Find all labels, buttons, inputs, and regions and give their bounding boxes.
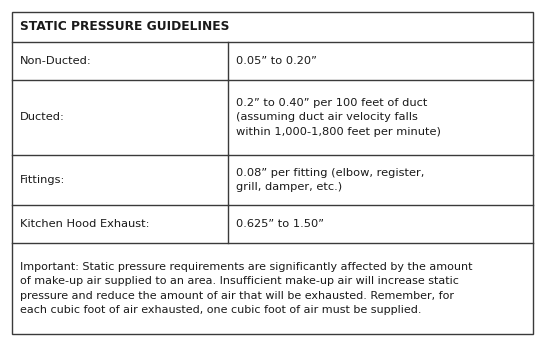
Text: 0.2” to 0.40” per 100 feet of duct: 0.2” to 0.40” per 100 feet of duct [236, 98, 428, 108]
Text: grill, damper, etc.): grill, damper, etc.) [236, 182, 342, 192]
Text: within 1,000-1,800 feet per minute): within 1,000-1,800 feet per minute) [236, 127, 441, 137]
Text: Ducted:: Ducted: [20, 112, 65, 122]
Text: STATIC PRESSURE GUIDELINES: STATIC PRESSURE GUIDELINES [20, 20, 229, 34]
Text: Important: Static pressure requirements are significantly affected by the amount: Important: Static pressure requirements … [20, 262, 473, 272]
Text: of make-up air supplied to an area. Insufficient make-up air will increase stati: of make-up air supplied to an area. Insu… [20, 276, 459, 286]
Text: Kitchen Hood Exhaust:: Kitchen Hood Exhaust: [20, 219, 149, 229]
Text: 0.08” per fitting (elbow, register,: 0.08” per fitting (elbow, register, [236, 168, 425, 178]
Text: each cubic foot of air exhausted, one cubic foot of air must be supplied.: each cubic foot of air exhausted, one cu… [20, 305, 421, 315]
Text: 0.05” to 0.20”: 0.05” to 0.20” [236, 56, 317, 66]
Text: pressure and reduce the amount of air that will be exhausted. Remember, for: pressure and reduce the amount of air th… [20, 291, 454, 301]
Text: 0.625” to 1.50”: 0.625” to 1.50” [236, 219, 324, 229]
Text: Fittings:: Fittings: [20, 175, 65, 185]
Text: Non-Ducted:: Non-Ducted: [20, 56, 92, 66]
Text: (assuming duct air velocity falls: (assuming duct air velocity falls [236, 112, 418, 122]
